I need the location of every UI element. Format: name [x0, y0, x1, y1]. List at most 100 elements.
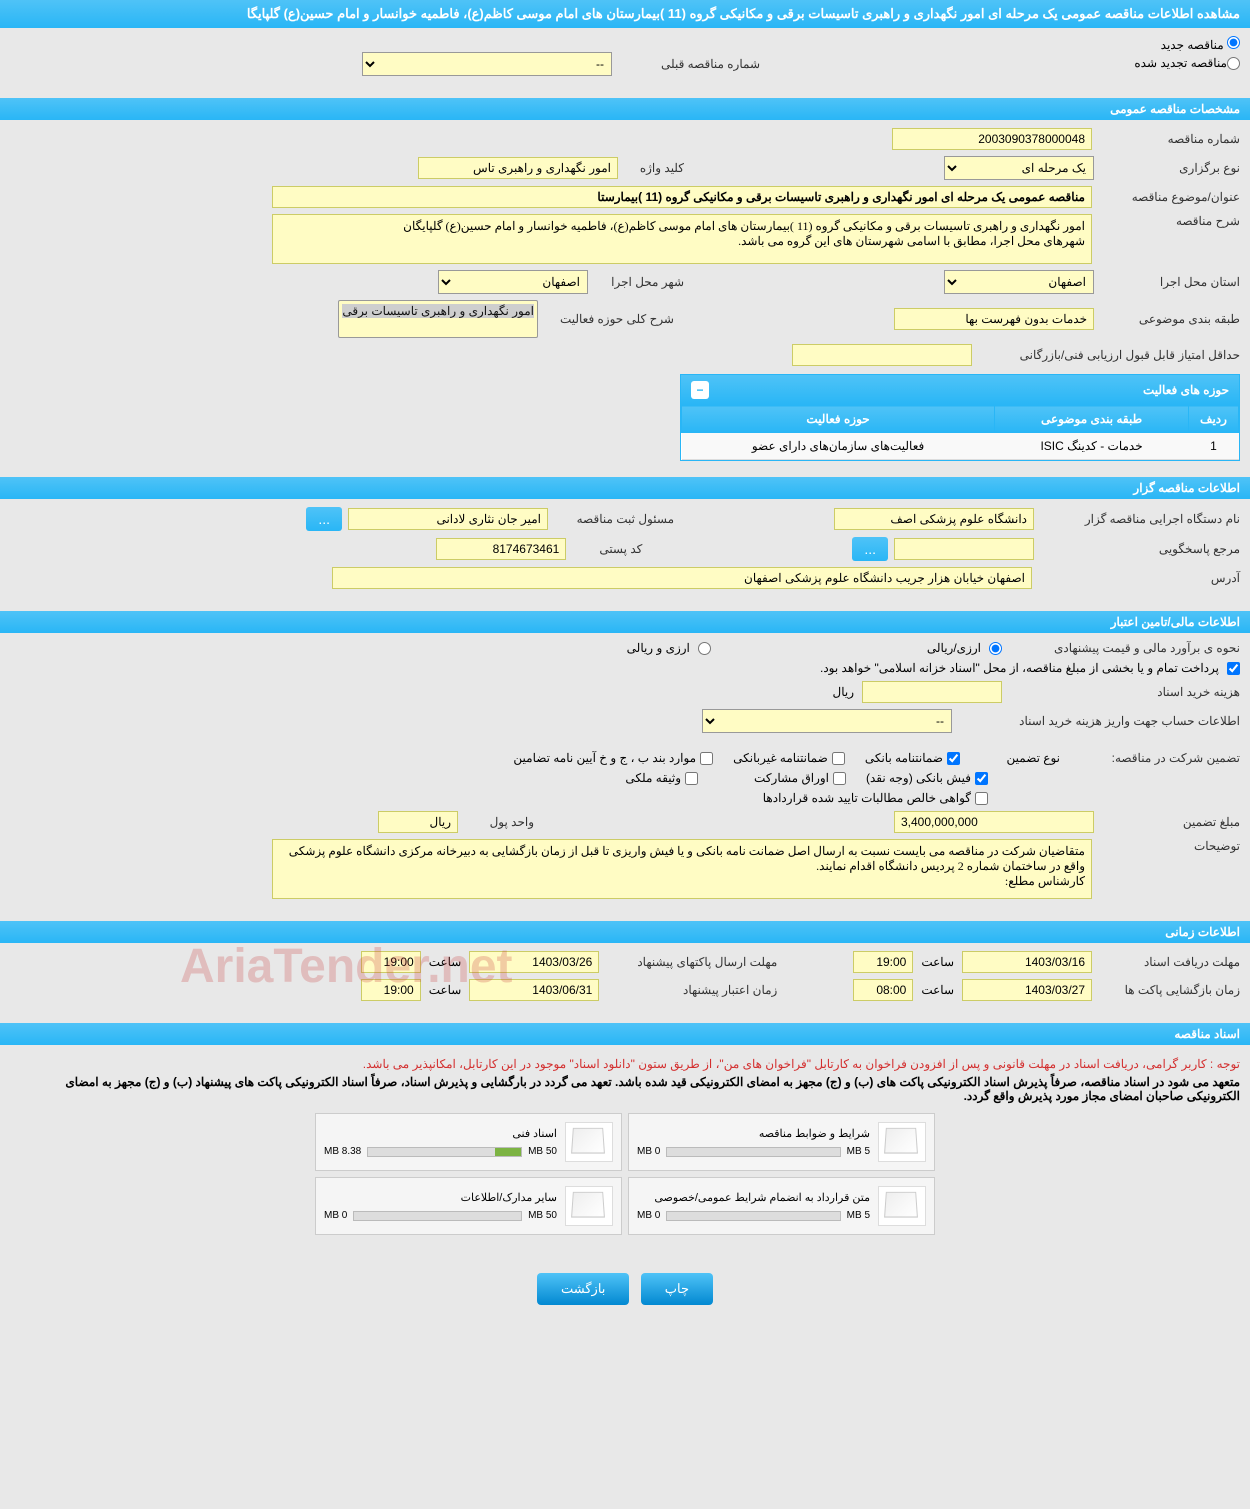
doc-total: 50 MB [528, 1146, 557, 1157]
scope-label: شرح کلی حوزه فعالیت [544, 312, 674, 326]
tender-type-section: مناقصه جدید مناقصه تجدید شده شماره مناقص… [0, 28, 1250, 90]
doc-cost-label: هزینه خرید اسناد [1010, 685, 1240, 699]
collapse-icon[interactable]: − [691, 381, 709, 399]
doc-box[interactable]: متن قرارداد به انضمام شرایط عمومی/خصوصی … [628, 1177, 935, 1235]
responsible-more-button[interactable]: ... [306, 507, 342, 531]
cb-securities[interactable] [833, 772, 846, 785]
prev-number-label: شماره مناقصه قبلی [620, 57, 760, 71]
cb-property[interactable] [685, 772, 698, 785]
section-organizer: اطلاعات مناقصه گزار [0, 477, 1250, 499]
subject-value: مناقصه عمومی یک مرحله ای امور نگهداری و … [272, 186, 1092, 208]
min-score-value [792, 344, 972, 366]
validity-date: 1403/06/31 [469, 979, 599, 1001]
min-score-label: حداقل امتیاز قابل قبول ارزیابی فنی/بازرگ… [980, 348, 1240, 362]
tender-no-value: 2003090378000048 [892, 128, 1092, 150]
validity-label: زمان اعتبار پیشنهاد [607, 983, 777, 997]
col-scope: حوزه فعالیت [682, 406, 995, 433]
city-label: شهر محل اجرا [594, 275, 684, 289]
doc-note-1: توجه : کاربر گرامی، دریافت اسناد در مهلت… [10, 1057, 1240, 1071]
account-label: اطلاعات حساب جهت واریز هزینه خرید اسناد [960, 714, 1240, 728]
postal-label: کد پستی [572, 542, 642, 556]
cb-nonbank[interactable] [832, 752, 845, 765]
cb-bonds[interactable] [700, 752, 713, 765]
doc-box[interactable]: شرایط و ضوابط مناقصه 5 MB 0 MB [628, 1113, 935, 1171]
keyword-label: کلید واژه [624, 161, 684, 175]
bottom-buttons: چاپ بازگشت [0, 1253, 1250, 1325]
amount-value: 3,400,000,000 [894, 811, 1094, 833]
guarantee-label: تضمین شرکت در مناقصه: [1080, 751, 1240, 765]
doc-used: 8.38 MB [324, 1146, 361, 1157]
receive-label: مهلت دریافت اسناد [1100, 955, 1240, 969]
doc-note-2: متعهد می شود در اسناد مناقصه، صرفاً پذیر… [10, 1075, 1240, 1103]
back-button[interactable]: بازگشت [537, 1273, 629, 1305]
estimate-label: نحوه ی برآورد مالی و قیمت پیشنهادی [1010, 641, 1240, 655]
prev-number-select[interactable]: -- [362, 52, 612, 76]
section-general: مشخصات مناقصه عمومی [0, 98, 1250, 120]
docs-grid: شرایط و ضوابط مناقصه 5 MB 0 MB اسناد فنی… [315, 1113, 935, 1235]
documents-section: توجه : کاربر گرامی، دریافت اسناد در مهلت… [0, 1045, 1250, 1253]
page-title-bar: مشاهده اطلاعات مناقصه عمومی یک مرحله ای … [0, 0, 1250, 28]
open-label: زمان بازگشایی پاکت ها [1100, 983, 1240, 997]
submit-time: 19:00 [361, 951, 421, 973]
open-date: 1403/03/27 [962, 979, 1092, 1001]
doc-used: 0 MB [324, 1210, 347, 1221]
radio-new-tender[interactable] [1227, 36, 1240, 49]
time-label-2: ساعت [429, 955, 462, 969]
rial-unit: ریال [832, 685, 854, 699]
doc-cost-value [862, 681, 1002, 703]
radio-rial[interactable] [989, 642, 1002, 655]
unit-label: واحد پول [464, 815, 534, 829]
doc-used: 0 MB [637, 1210, 660, 1221]
category-value: خدمات بدون فهرست بها [894, 308, 1094, 330]
desc-value[interactable] [272, 214, 1092, 264]
radio-renewed-tender[interactable] [1227, 57, 1240, 70]
responsible-value: امیر جان نثاری لادانی [348, 508, 548, 530]
category-label: طبقه بندی موضوعی [1100, 312, 1240, 326]
cell-category: خدمات - کدینگ ISIC [995, 433, 1189, 460]
doc-bar [367, 1147, 522, 1157]
timing-section: مهلت دریافت اسناد 1403/03/16 ساعت 19:00 … [0, 943, 1250, 1015]
table-row: 1 خدمات - کدینگ ISIC فعالیت‌های سازمان‌ه… [682, 433, 1239, 460]
province-select[interactable]: اصفهان [944, 270, 1094, 294]
doc-box[interactable]: سایر مدارک/اطلاعات 50 MB 0 MB [315, 1177, 622, 1235]
account-select[interactable]: -- [702, 709, 952, 733]
activity-table-title: حوزه های فعالیت [1143, 383, 1229, 397]
org-value: دانشگاه علوم پزشکی اصف [834, 508, 1034, 530]
subject-label: عنوان/موضوع مناقصه [1100, 190, 1240, 204]
postal-value: 8174673461 [436, 538, 566, 560]
submit-date: 1403/03/26 [469, 951, 599, 973]
section-timing: اطلاعات زمانی [0, 921, 1250, 943]
notes-value[interactable] [272, 839, 1092, 899]
treasury-checkbox[interactable] [1227, 662, 1240, 675]
doc-total: 5 MB [847, 1210, 870, 1221]
print-button[interactable]: چاپ [641, 1273, 713, 1305]
doc-bar [666, 1147, 840, 1157]
notes-label: توضیحات [1100, 839, 1240, 853]
cb-bank[interactable] [947, 752, 960, 765]
activity-table: ردیف طبقه بندی موضوعی حوزه فعالیت 1 خدما… [681, 405, 1239, 460]
cb-property-label: وثیقه ملکی [625, 771, 681, 785]
guarantee-type-label: نوع تضمین [980, 751, 1060, 765]
cb-fish[interactable] [975, 772, 988, 785]
contact-more-button[interactable]: ... [852, 537, 888, 561]
city-select[interactable]: اصفهان [438, 270, 588, 294]
cb-receivables[interactable] [975, 792, 988, 805]
cb-securities-label: اوراق مشارکت [754, 771, 829, 785]
contact-value [894, 538, 1034, 560]
keyword-value: امور نگهداری و راهبری تاس [418, 157, 618, 179]
scope-select[interactable]: امور نگهداری و راهبری تاسیسات برقی و مکا… [338, 300, 538, 338]
radio-foreign[interactable] [698, 642, 711, 655]
doc-title: متن قرارداد به انضمام شرایط عمومی/خصوصی [637, 1191, 870, 1204]
doc-total: 50 MB [528, 1210, 557, 1221]
radio-rial-label: ارزی/ریالی [927, 641, 981, 655]
time-label-1: ساعت [921, 955, 954, 969]
general-section: شماره مناقصه 2003090378000048 نوع برگزار… [0, 120, 1250, 469]
province-label: استان محل اجرا [1100, 275, 1240, 289]
cb-receivables-label: گواهی خالص مطالبات تایید شده قراردادها [763, 791, 971, 805]
type-select[interactable]: یک مرحله ای [944, 156, 1094, 180]
doc-box[interactable]: اسناد فنی 50 MB 8.38 MB [315, 1113, 622, 1171]
amount-label: مبلغ تضمین [1100, 815, 1240, 829]
doc-title: شرایط و ضوابط مناقصه [637, 1127, 870, 1140]
open-time: 08:00 [853, 979, 913, 1001]
type-label: نوع برگزاری [1100, 161, 1240, 175]
